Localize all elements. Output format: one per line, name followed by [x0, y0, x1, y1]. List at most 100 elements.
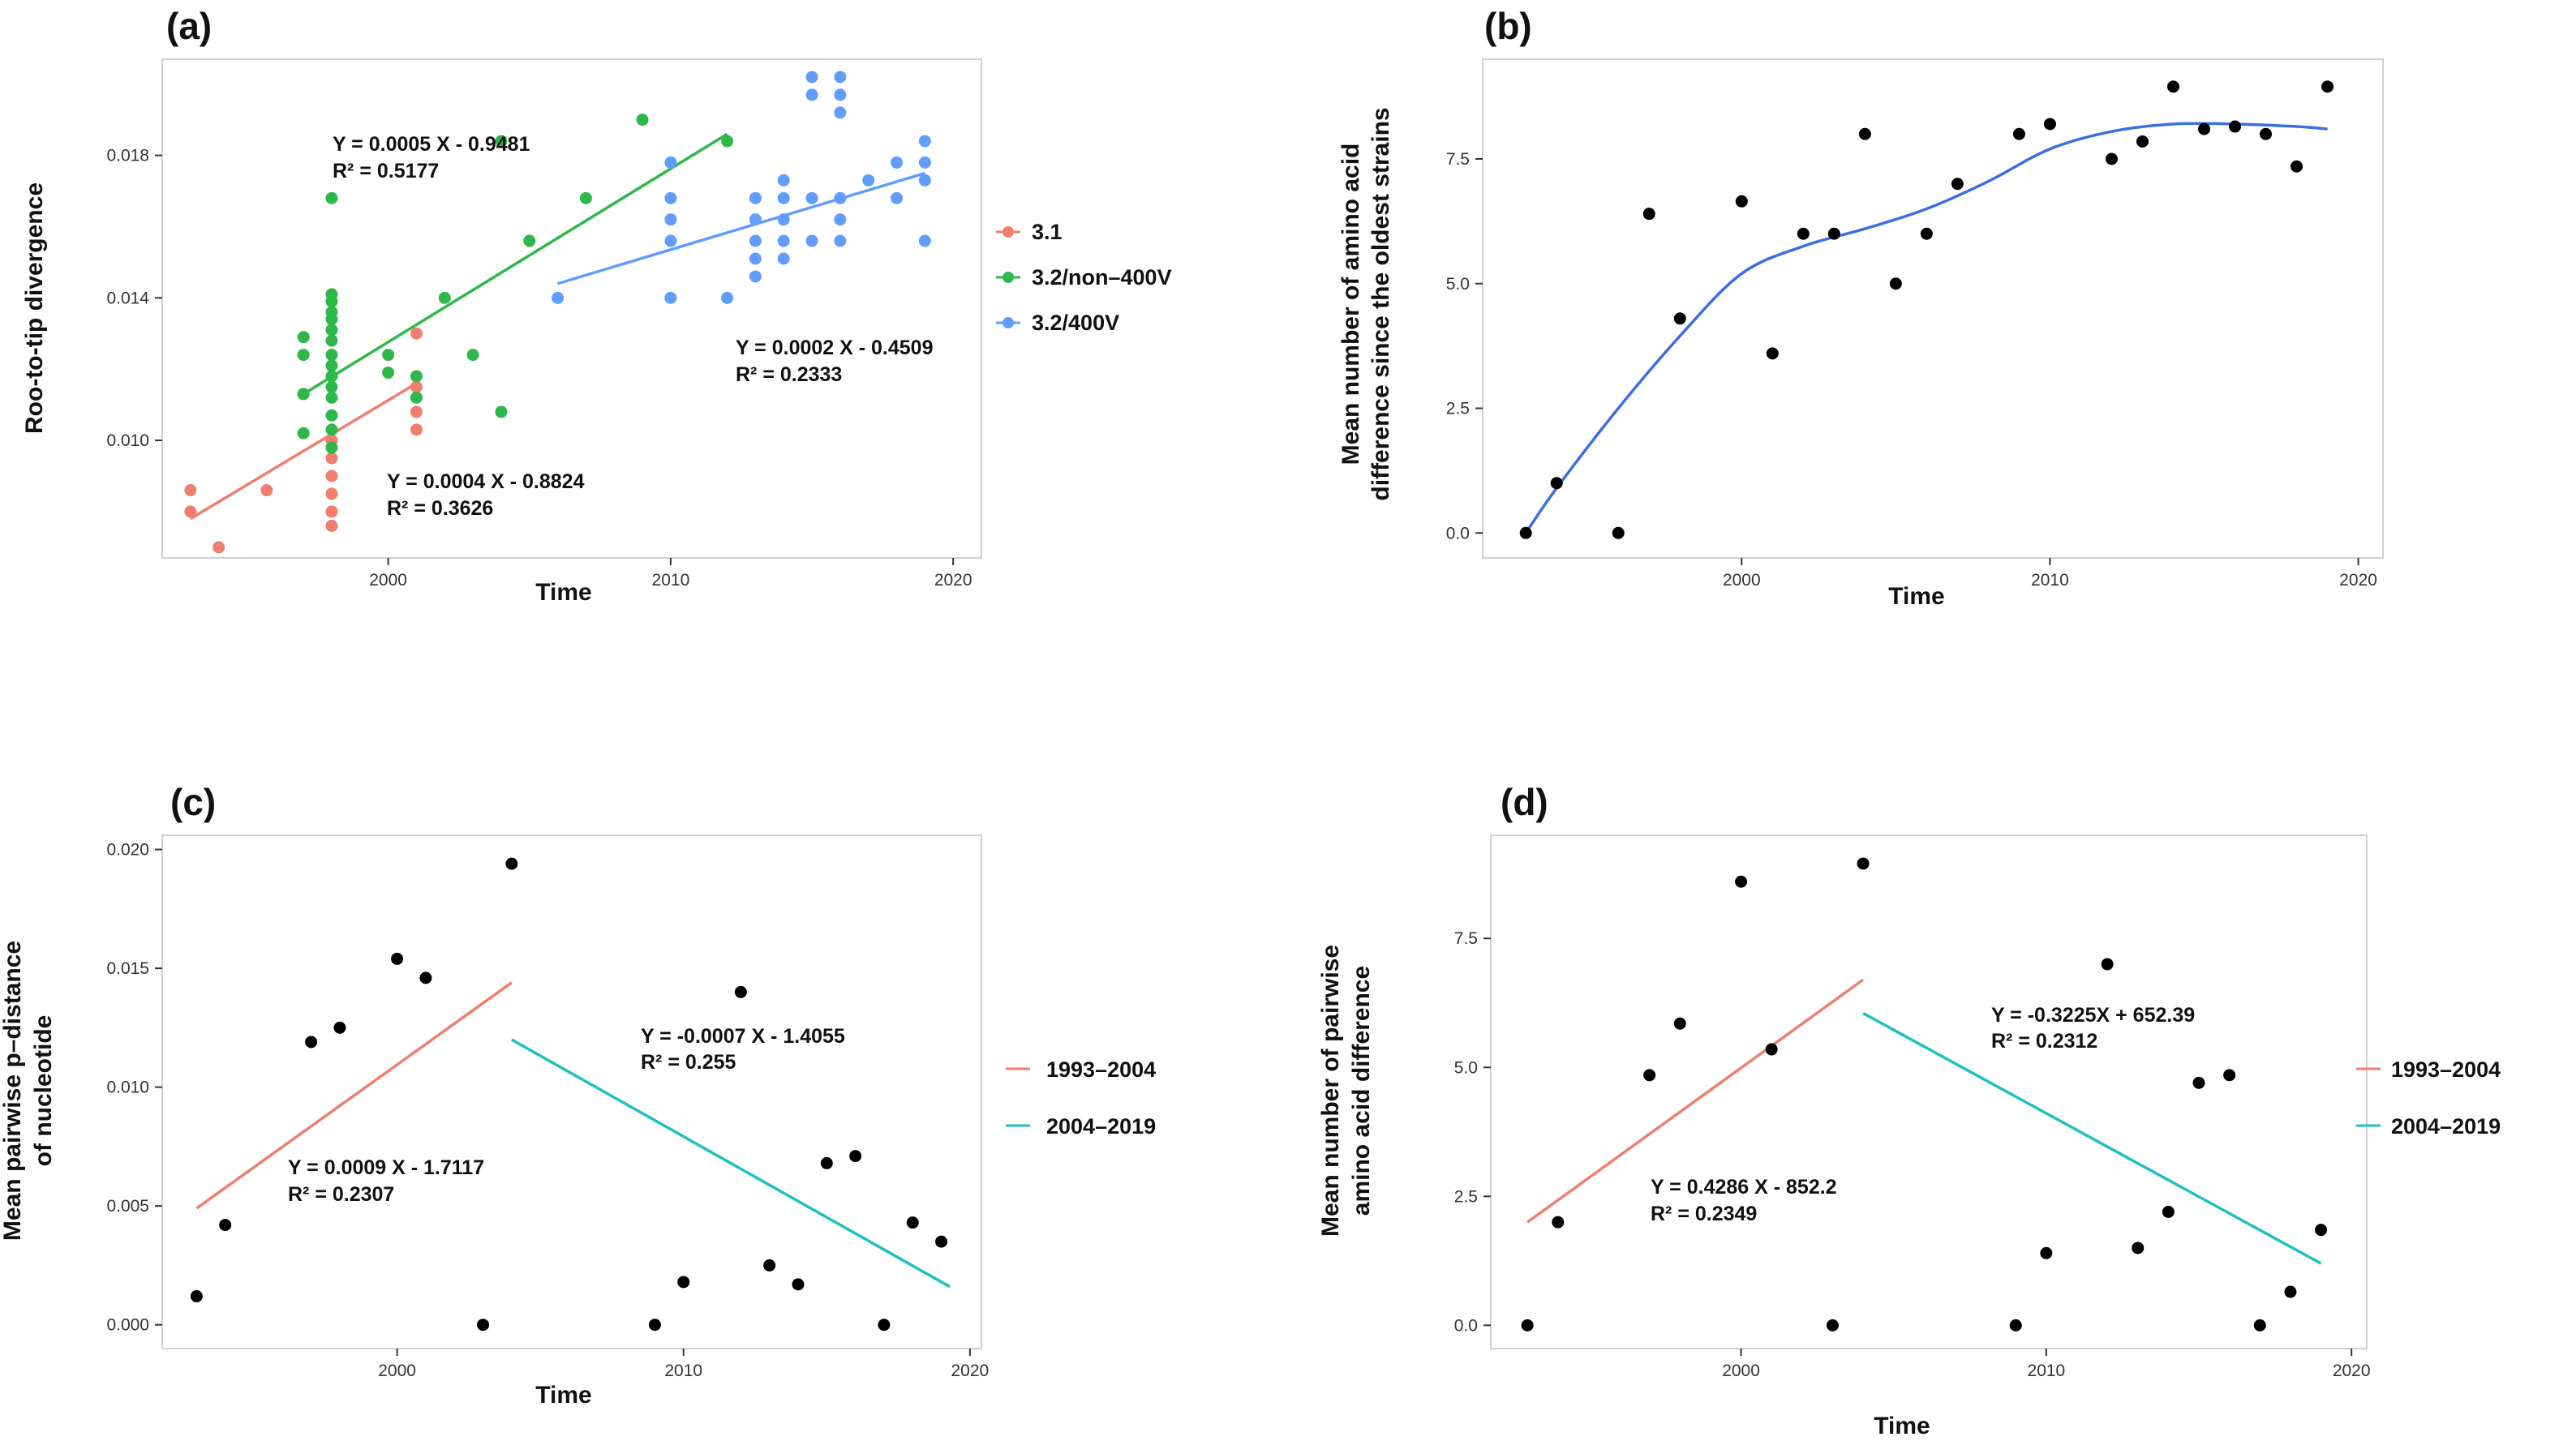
data-point	[410, 327, 423, 340]
panel-c-legend: 1993–2004 2004–2019	[1006, 1057, 1156, 1139]
data-point	[2012, 127, 2025, 140]
data-point	[579, 191, 592, 204]
panel-a-annotation-blue-equation: Y = 0.0002 X - 0.4509	[736, 337, 933, 359]
panel-c-regression-lines	[195, 981, 951, 1289]
data-point	[382, 367, 395, 380]
y-tick-label: 5.0	[1446, 275, 1470, 294]
data-point	[834, 191, 847, 204]
data-point	[1519, 526, 1532, 539]
data-point	[1735, 195, 1748, 208]
x-tick-label: 2010	[652, 571, 690, 590]
panel-a-annotation-blue-r2: R² = 0.2333	[736, 363, 842, 386]
data-point	[466, 349, 479, 362]
data-point	[2321, 80, 2334, 93]
data-point	[834, 234, 847, 247]
legend-key-dot	[1002, 272, 1014, 283]
panel-c-annotation-red-r2: R² = 0.2307	[288, 1183, 394, 1206]
panel-d: (d) 2000 2010 2020 0.0 2.5 5.0 7.5 Time Mean …	[1317, 781, 2501, 1439]
data-point	[325, 324, 338, 337]
legend-item-3-2-non-400v: 3.2/non–400V	[996, 265, 1172, 289]
data-point	[1858, 127, 1871, 140]
data-point	[325, 487, 338, 500]
data-point	[749, 252, 762, 265]
data-point	[2284, 1285, 2297, 1298]
panel-a-points	[184, 71, 931, 554]
data-point	[410, 391, 423, 404]
data-point	[834, 71, 847, 84]
panel-a-annotation-red-r2: R² = 0.3626	[387, 497, 493, 520]
data-point	[1826, 1319, 1839, 1332]
data-point	[1797, 227, 1810, 240]
legend-label: 1993–2004	[2391, 1057, 2501, 1082]
x-tick-label: 2020	[2339, 571, 2377, 590]
panel-a-x-axis: 2000 2010 2020	[369, 558, 972, 590]
data-point	[523, 234, 536, 247]
data-point	[2043, 118, 2056, 131]
data-point	[763, 1259, 776, 1272]
data-point	[849, 1150, 862, 1163]
regression-line	[1862, 1011, 2322, 1265]
panel-c-y-axis: 0.000 0.005 0.010 0.015 0.020	[106, 841, 162, 1335]
data-point	[2040, 1246, 2053, 1259]
legend-key-dot	[1002, 317, 1014, 328]
x-tick-label: 2010	[2028, 1362, 2066, 1380]
data-point	[749, 270, 762, 283]
panel-c-y-axis-title-line1: Mean pairwise p–distance	[0, 941, 26, 1241]
panel-a-label: (a)	[166, 5, 212, 47]
panel-b: (b) 2000 2010 2020 0.0 2.5 5.0 7.5 Time Mean …	[1337, 5, 2384, 610]
data-point	[1951, 178, 1964, 191]
data-point	[325, 295, 338, 308]
x-tick-label: 2010	[664, 1362, 702, 1380]
panel-a-legend: 3.1 3.2/non–400V 3.2/400V	[996, 220, 1172, 335]
x-tick-label: 2020	[951, 1362, 990, 1380]
data-point	[664, 213, 677, 226]
regression-line	[189, 382, 418, 521]
panel-d-points	[1521, 857, 2328, 1332]
data-point	[410, 370, 423, 383]
data-point	[2223, 1069, 2236, 1082]
data-point	[721, 135, 734, 148]
data-point	[1521, 1319, 1534, 1332]
data-point	[664, 191, 677, 204]
panel-c-points	[190, 857, 948, 1332]
panel-d-annotation-cyan-r2: R² = 0.2312	[1991, 1030, 2097, 1053]
y-tick-label: 0.015	[106, 959, 149, 978]
data-point	[664, 234, 677, 247]
panel-c-annotation-cyan-r2: R² = 0.255	[641, 1051, 736, 1074]
legend-label: 2004–2019	[2391, 1114, 2501, 1139]
data-point	[2290, 160, 2303, 173]
data-point	[297, 349, 310, 362]
data-point	[820, 1156, 833, 1169]
data-point	[777, 252, 790, 265]
data-point	[297, 331, 310, 344]
y-tick-label: 0.020	[106, 841, 149, 860]
regression-line	[510, 1038, 951, 1289]
data-point	[805, 191, 818, 204]
data-point	[834, 106, 847, 119]
data-point	[1889, 277, 1902, 290]
data-point	[1765, 1043, 1778, 1056]
x-tick-label: 2000	[369, 571, 407, 590]
data-point	[2162, 1205, 2175, 1218]
data-point	[721, 291, 734, 304]
data-point	[552, 291, 565, 304]
data-point	[438, 291, 451, 304]
data-point	[260, 484, 273, 497]
data-point	[805, 71, 818, 84]
data-point	[184, 484, 197, 497]
panel-b-label: (b)	[1484, 5, 1532, 47]
data-point	[391, 952, 404, 965]
legend-item-2004-2019: 2004–2019	[1006, 1114, 1156, 1139]
y-tick-label: 0.0	[1446, 524, 1470, 543]
data-point	[305, 1036, 318, 1049]
panel-c-plot-area	[161, 834, 982, 1349]
data-point	[805, 88, 818, 101]
panel-b-plot-area	[1482, 58, 2384, 559]
panel-c-annotation-red-equation: Y = 0.0009 X - 1.7117	[288, 1156, 484, 1179]
legend-label: 1993–2004	[1046, 1057, 1156, 1082]
legend-item-3-1: 3.1	[996, 220, 1063, 244]
data-point	[636, 114, 649, 127]
data-point	[325, 452, 338, 465]
data-point	[505, 857, 518, 870]
